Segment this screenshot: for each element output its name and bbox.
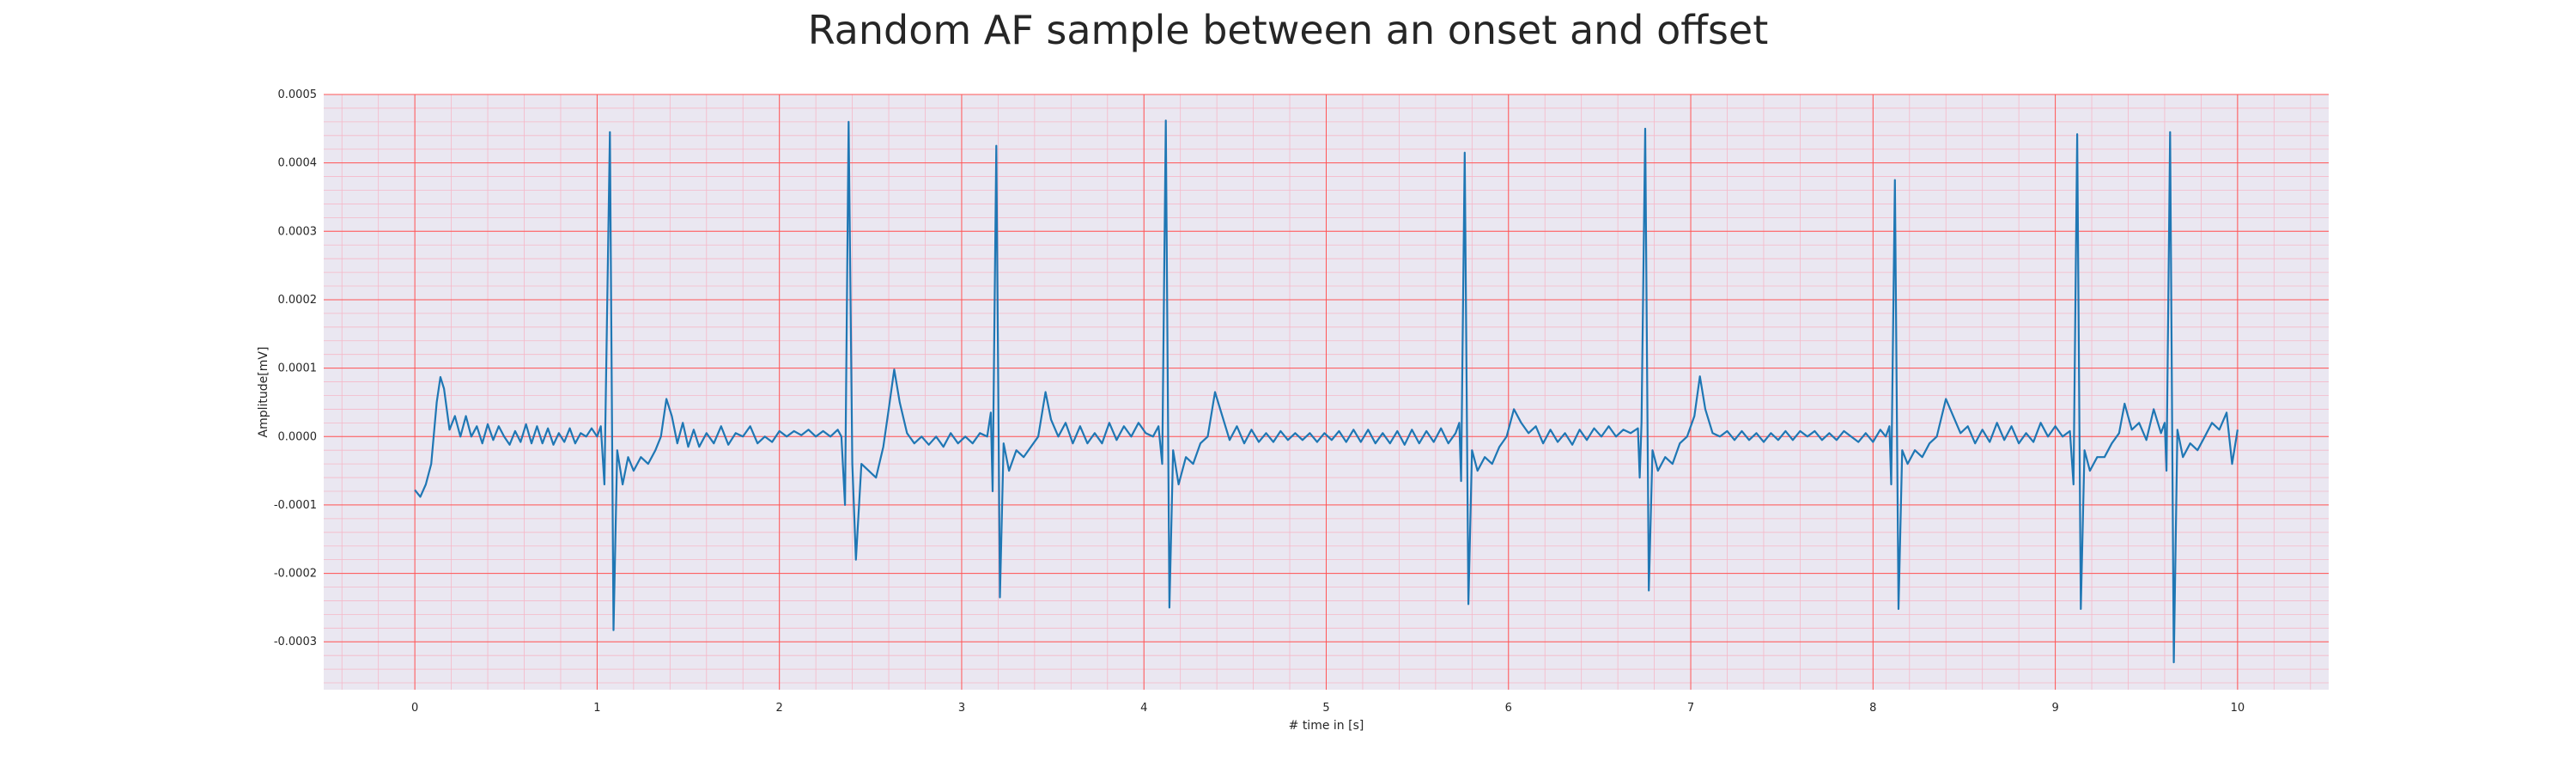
y-tick-label: 0.0001: [278, 362, 318, 375]
x-tick-label: 7: [1687, 702, 1694, 715]
x-axis-label: # time in [s]: [1289, 719, 1364, 733]
major-grid: [324, 94, 2329, 690]
chart-title: Random AF sample between an onset and of…: [807, 7, 1769, 53]
y-tick-label: 0.0004: [278, 157, 318, 170]
x-tick-label: 6: [1505, 702, 1512, 715]
y-axis-label: Amplitude[mV]: [257, 347, 270, 438]
y-tick-label: 0.0005: [278, 88, 318, 101]
y-tick-label: 0.0002: [278, 294, 318, 307]
y-tick-label: -0.0001: [274, 499, 317, 512]
y-tick-label: -0.0002: [274, 568, 317, 581]
x-tick-label: 10: [2231, 702, 2245, 715]
y-tick-label: -0.0003: [274, 636, 317, 648]
x-tick-label: 1: [593, 702, 600, 715]
y-axis-ticks: 0.0005 0.0004 0.0003 0.0002 0.0001 0.0000 -0.0…: [274, 88, 317, 648]
x-tick-label: 5: [1322, 702, 1329, 715]
x-tick-label: 3: [958, 702, 965, 715]
x-tick-label: 8: [1869, 702, 1876, 715]
x-tick-label: 2: [776, 702, 783, 715]
x-tick-label: 0: [411, 702, 418, 715]
y-tick-label: 0.0003: [278, 225, 318, 238]
y-tick-label: 0.0000: [278, 430, 318, 443]
x-tick-label: 4: [1140, 702, 1147, 715]
x-axis-ticks: 0 1 2 3 4 5 6 7 8 9 10: [411, 702, 2245, 715]
x-tick-label: 9: [2051, 702, 2058, 715]
ecg-line: [414, 119, 2239, 664]
series-layer: [414, 119, 2239, 664]
